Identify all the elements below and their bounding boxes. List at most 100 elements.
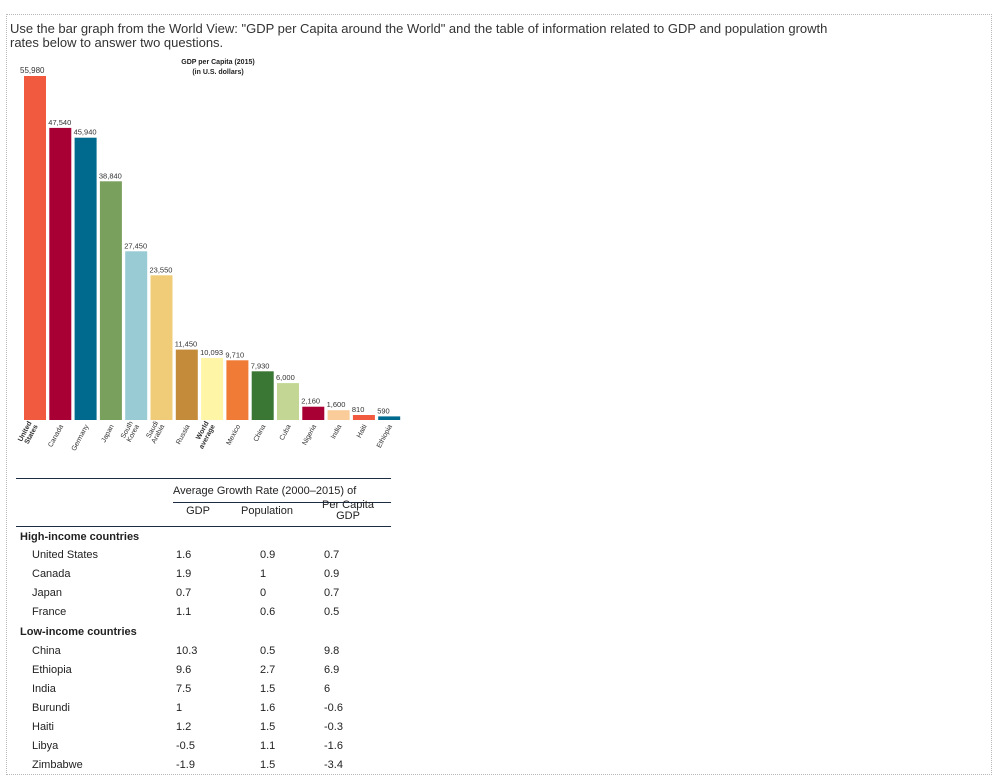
table-row: Zimbabwe -1.9 1.5 -3.4 (16, 759, 391, 778)
gdp-growth-cell: 0.7 (176, 587, 192, 599)
bar-japan (99, 181, 122, 420)
country-name-cell: France (32, 606, 67, 618)
table-header-gdp: GDP (186, 505, 210, 517)
table-header-per-capita-line1: Per Capita (322, 499, 374, 511)
category-label-part: Ethiopia (376, 424, 394, 450)
category-label: SouthKorea (120, 420, 141, 443)
table-row: Burundi 1 1.6 -0.6 (16, 702, 391, 721)
bar-saudi-arabia (150, 275, 173, 420)
bar-value-label: 38,840 (99, 171, 122, 180)
category-label-part: Cuba (279, 424, 293, 442)
table-header-population: Population (241, 505, 293, 517)
table-header-per-capita-line2: GDP (336, 510, 360, 522)
per-capita-growth-cell: 0.7 (324, 549, 340, 561)
country-name-cell: China (32, 645, 61, 657)
per-capita-growth-cell: 6.9 (324, 664, 340, 676)
population-growth-cell: 1.5 (260, 683, 276, 695)
category-label: UnitedStates (17, 420, 40, 446)
bar-ethiopia (378, 416, 401, 420)
bar-value-label: 45,940 (74, 128, 97, 137)
country-name-cell: Haiti (32, 721, 55, 733)
table-rule-top (16, 478, 391, 479)
gdp-growth-cell: 1.2 (176, 721, 192, 733)
population-growth-cell: 1.5 (260, 721, 276, 733)
table-row: Ethiopia 9.6 2.7 6.9 (16, 664, 391, 683)
population-growth-cell: 0.9 (260, 549, 276, 561)
per-capita-growth-cell: -0.6 (324, 702, 343, 714)
gdp-bar-chart: GDP per Capita (2015) (in U.S. dollars) … (17, 59, 401, 452)
bar-value-label: 10,093 (200, 348, 223, 357)
bar-value-label: 590 (377, 406, 390, 415)
bar-haiti (352, 415, 375, 420)
table-group-header: Average Growth Rate (2000–2015) of (173, 485, 357, 497)
table-row: Japan 0.7 0 0.7 (16, 587, 391, 606)
category-label-part: Germany (71, 423, 91, 452)
table-row: France 1.1 0.6 0.5 (16, 606, 391, 625)
category-label-part: China (253, 424, 268, 444)
bar-germany (74, 137, 97, 420)
category-label: Worldaverage (192, 420, 217, 450)
population-growth-cell: 1.6 (260, 702, 276, 714)
section-high-income: High-income countries (20, 531, 140, 543)
bar-value-label: 1,600 (327, 400, 346, 409)
bar-russia (175, 349, 198, 420)
category-label: Haiti (356, 423, 369, 439)
category-label-part: Japan (101, 424, 116, 444)
bar-canada (49, 127, 72, 421)
bar-value-label: 47,540 (48, 118, 71, 127)
category-label: Nigeria (301, 424, 318, 447)
category-label: Japan (101, 424, 116, 444)
category-label: Germany (71, 423, 91, 452)
bar-united-states (24, 76, 46, 420)
bar-mexico (226, 360, 249, 420)
table-row: China 10.3 0.5 9.8 (16, 645, 391, 664)
per-capita-growth-cell: 9.8 (324, 645, 340, 657)
table-row: India 7.5 1.5 6 (16, 683, 391, 702)
bar-value-label: 11,450 (175, 340, 197, 349)
category-label: Mexico (226, 424, 243, 447)
category-label: SaudiArabia (144, 420, 166, 445)
country-name-cell: Burundi (32, 702, 70, 714)
population-growth-cell: 1.1 (260, 740, 276, 752)
bar-value-label: 9,710 (225, 350, 244, 359)
per-capita-growth-cell: -1.6 (324, 740, 343, 752)
population-growth-cell: 0.5 (260, 645, 276, 657)
table-row: Libya -0.5 1.1 -1.6 (16, 740, 391, 759)
content-frame (6, 14, 992, 775)
category-label-part: Russia (175, 424, 191, 446)
per-capita-growth-cell: 6 (324, 683, 331, 695)
per-capita-growth-cell: -3.4 (324, 759, 343, 771)
country-name-cell: Zimbabwe (32, 759, 83, 771)
table-row: United States 1.6 0.9 0.7 (16, 549, 391, 568)
country-name-cell: India (32, 683, 56, 695)
population-growth-cell: 2.7 (260, 664, 276, 676)
category-label-part: Haiti (356, 423, 369, 439)
section-low-income: Low-income countries (20, 626, 137, 638)
category-label: Cuba (279, 424, 293, 442)
bar-value-label: 2,160 (301, 397, 320, 406)
question-text: Use the bar graph from the World View: "… (10, 21, 828, 50)
category-label: India (330, 424, 343, 441)
bar-value-label: 27,450 (124, 241, 147, 250)
gdp-growth-cell: 1 (176, 702, 183, 714)
category-label: Ethiopia (376, 424, 394, 450)
category-label-part: Nigeria (301, 424, 318, 447)
per-capita-growth-cell: 0.5 (324, 606, 340, 618)
gdp-growth-cell: 1.1 (176, 606, 192, 618)
bars-group: UnitedStates 47,540 Canada 45,940 Germany 38,… (17, 76, 401, 452)
category-label: Canada (47, 424, 65, 449)
category-label: Russia (175, 424, 191, 446)
category-label-part: Mexico (226, 424, 243, 447)
population-growth-cell: 1 (260, 568, 267, 580)
bar-value-label: 810 (352, 405, 365, 414)
table-row: Haiti 1.2 1.5 -0.3 (16, 721, 391, 740)
population-growth-cell: 0.6 (260, 606, 276, 618)
bar-china (251, 371, 274, 420)
gdp-growth-cell: 1.6 (176, 549, 192, 561)
bar-value-label: 7,930 (251, 361, 270, 370)
gdp-growth-cell: 1.9 (176, 568, 192, 580)
bar-nigeria (302, 406, 325, 420)
chart-top-value-label: 55,980 (20, 66, 45, 75)
country-name-cell: Japan (32, 587, 62, 599)
gdp-growth-cell: 7.5 (176, 683, 192, 695)
